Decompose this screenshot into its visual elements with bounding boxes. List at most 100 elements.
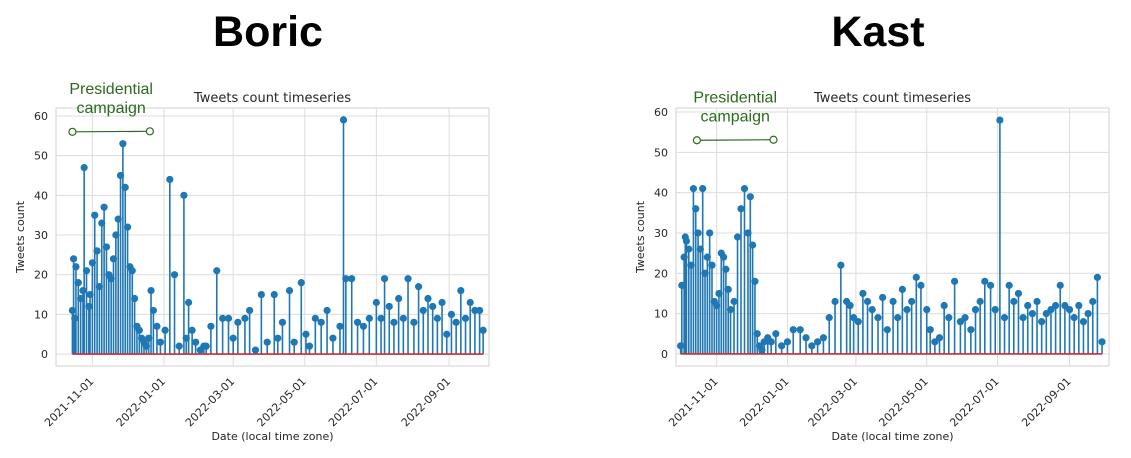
data-point	[772, 330, 780, 338]
data-point	[184, 298, 193, 307]
data-point	[868, 305, 876, 314]
data-point	[976, 297, 984, 306]
data-point	[342, 275, 350, 283]
data-point	[70, 255, 78, 263]
data-point	[1056, 281, 1064, 289]
data-point	[188, 326, 196, 334]
x-tick-label: 2022-07-01	[947, 375, 1001, 429]
data-point	[912, 273, 920, 281]
data-point	[708, 261, 716, 269]
data-point	[109, 255, 118, 263]
chart-kast: 0 10 20 30 40 50 60 2021-11-01 2022-01-01 2022-03…	[634, 89, 1110, 443]
data-point	[207, 322, 215, 330]
y-tick-label: 10	[654, 308, 668, 321]
data-point	[1052, 301, 1060, 310]
y-tick-label: 20	[654, 267, 668, 280]
data-point	[837, 261, 845, 269]
data-point	[302, 330, 310, 338]
data-point	[377, 314, 385, 322]
plot-title: Tweets count timeseries	[813, 91, 971, 106]
data-point	[91, 211, 99, 219]
data-point	[278, 318, 287, 326]
data-point	[385, 302, 393, 311]
data-point	[476, 306, 484, 315]
data-point	[102, 243, 111, 251]
x-tick-label: 2022-09-01	[1019, 375, 1073, 429]
data-point	[923, 305, 931, 314]
x-tick-label: 2022-03-01	[806, 375, 860, 429]
data-point	[751, 277, 759, 285]
data-point	[680, 253, 688, 261]
data-point	[372, 298, 380, 307]
data-point	[846, 301, 854, 310]
data-point	[951, 277, 959, 285]
data-point	[689, 185, 698, 193]
data-point	[744, 229, 752, 237]
data-point	[940, 301, 948, 310]
data-point	[229, 334, 237, 342]
data-point	[135, 326, 143, 334]
data-point	[170, 271, 179, 279]
data-point	[1014, 289, 1023, 298]
data-point	[257, 290, 265, 299]
data-point	[82, 267, 91, 275]
y-tick-label: 0	[41, 348, 48, 361]
data-point	[854, 318, 862, 326]
data-point	[713, 301, 721, 310]
data-point	[749, 241, 757, 249]
data-point	[317, 318, 325, 326]
data-point	[156, 338, 165, 346]
data-point	[353, 318, 362, 326]
data-point	[86, 290, 94, 299]
data-point	[1038, 318, 1046, 326]
data-point	[145, 334, 153, 342]
data-point	[1010, 297, 1018, 306]
data-point	[1024, 301, 1032, 310]
data-point	[894, 314, 902, 322]
data-point	[202, 342, 210, 350]
x-tick-label: 2021-11-01	[666, 375, 720, 429]
data-point	[380, 275, 389, 283]
y-tick-label: 10	[34, 308, 48, 321]
data-point	[479, 326, 487, 334]
data-point	[182, 334, 190, 342]
data-point	[1075, 301, 1083, 310]
data-point	[263, 338, 271, 346]
campaign-start-marker	[692, 136, 701, 145]
data-point	[889, 297, 897, 306]
data-point	[730, 297, 738, 306]
data-point	[1084, 309, 1092, 318]
data-point	[466, 298, 474, 307]
data-point	[116, 171, 125, 180]
y-tick-label: 50	[654, 146, 668, 159]
data-point	[722, 265, 730, 273]
data-point	[1028, 309, 1036, 318]
data-point	[967, 326, 975, 334]
data-point	[71, 314, 79, 322]
plot-title: Tweets count timeseries	[193, 91, 351, 106]
data-point	[682, 237, 691, 245]
data-point	[336, 322, 344, 330]
data-point	[903, 305, 911, 314]
data-point	[311, 314, 319, 322]
data-point	[1019, 314, 1027, 322]
data-point	[986, 281, 995, 289]
data-point	[74, 279, 82, 287]
data-point	[180, 191, 188, 199]
campaign-range-line	[72, 130, 150, 133]
data-point	[685, 245, 693, 253]
data-point	[429, 302, 437, 311]
y-tick-label: 40	[34, 189, 48, 202]
data-point	[863, 297, 872, 306]
data-point	[274, 334, 282, 342]
data-point	[270, 290, 278, 299]
y-tick-label: 50	[34, 150, 48, 163]
data-point	[98, 219, 106, 227]
data-point	[192, 338, 200, 346]
data-point	[285, 286, 294, 295]
data-point	[945, 314, 953, 322]
data-point	[956, 318, 965, 326]
data-point	[153, 322, 161, 330]
data-point	[1042, 309, 1050, 318]
y-tick-label: 30	[654, 227, 668, 240]
